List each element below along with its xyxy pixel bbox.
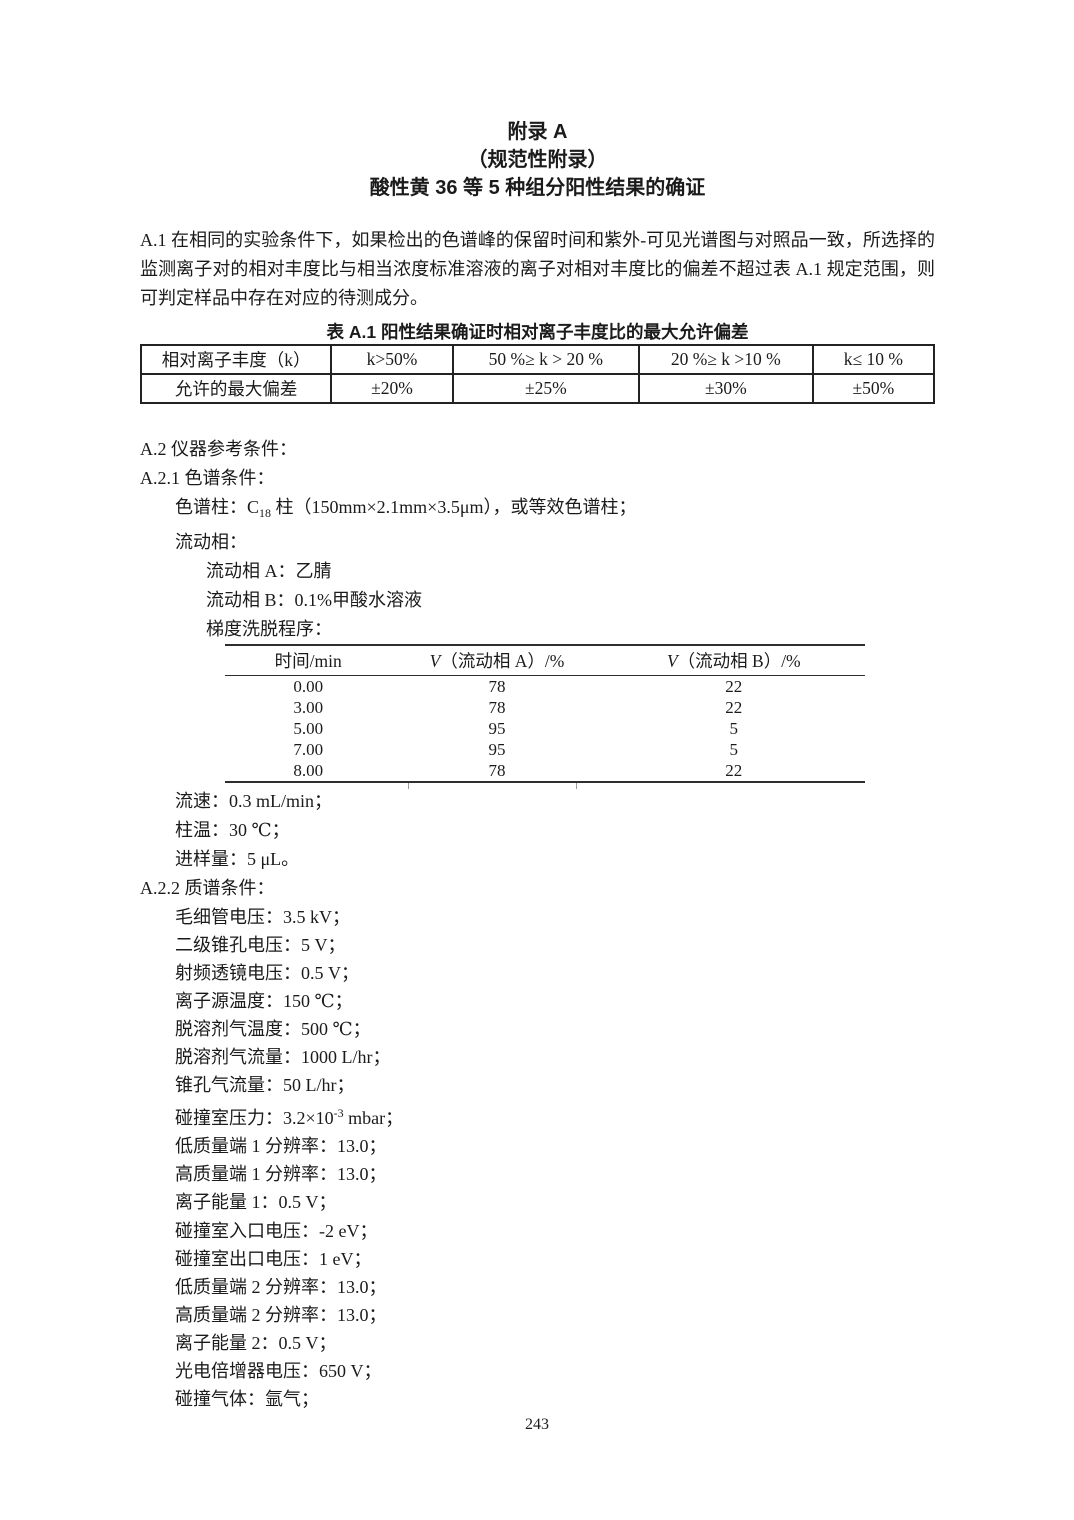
appendix-heading-block: 附录 A （规范性附录） 酸性黄 36 等 5 种组分阳性结果的确证 xyxy=(140,118,935,202)
gradient-cell: 5.00 xyxy=(293,718,324,738)
collision-cell-pressure-line: 碰撞室压力：3.2×10-3 mbar； xyxy=(175,1106,404,1129)
photomultiplier-voltage-line: 光电倍增器电压：650 V； xyxy=(175,1361,382,1381)
hm2-resolution-line: 高质量端 2 分辨率：13.0； xyxy=(175,1304,387,1325)
mobile-phase-a-line: 流动相 A：乙腈 xyxy=(206,561,332,581)
table-a1-cell: k>50% xyxy=(330,344,454,375)
table-a1-caption: 表 A.1 阳性结果确证时相对离子丰度比的最大允许偏差 xyxy=(326,322,749,342)
gradient-cell: 78 xyxy=(488,760,506,780)
clause-a1-paragraph: A.1 在相同的实验条件下，如果检出的色谱峰的保留时间和紫外-可见光谱图与对照品… xyxy=(140,230,935,308)
gradient-cell: 95 xyxy=(488,739,506,759)
ion-source-temp-line: 离子源温度：150 ℃； xyxy=(175,990,353,1011)
exponent-superscript: -3 xyxy=(333,1106,344,1121)
appendix-label: 附录 A xyxy=(507,121,568,143)
gradient-cell: 0.00 xyxy=(293,676,324,696)
gradient-table: 时间/min V（流动相 A）/% V（流动相 B）/% 0.00 78 22 … xyxy=(225,644,865,783)
table-a1: 相对离子丰度（k） k>50% 50 %≥ k > 20 % 20 %≥ k >… xyxy=(139,344,936,404)
section-a22-heading: A.2.2 质谱条件： xyxy=(140,877,275,898)
section-a2-heading: A.2 仪器参考条件： xyxy=(140,439,297,459)
gradient-cell: 22 xyxy=(725,697,743,717)
rf-lens-voltage-line: 射频透镜电压：0.5 V； xyxy=(175,962,359,983)
table-a1-cell: 50 %≥ k > 20 % xyxy=(451,344,640,375)
gradient-table-wrap: 时间/min V（流动相 A）/% V（流动相 B）/% 0.00 78 22 … xyxy=(225,644,865,789)
gradient-cell: 78 xyxy=(488,676,506,696)
gradient-program-label: 梯度洗脱程序： xyxy=(206,619,332,639)
gradient-row: 0.00 78 22 xyxy=(225,675,865,697)
page-number: 243 xyxy=(525,1416,549,1433)
gradient-row: 5.00 95 5 xyxy=(225,718,865,739)
table-tick-mark xyxy=(576,782,577,789)
section-a21-heading: A.2.1 色谱条件： xyxy=(140,468,275,488)
ion-energy-2-line: 离子能量 2：0.5 V； xyxy=(175,1332,337,1353)
cone-voltage-line: 二级锥孔电压：5 V； xyxy=(175,934,346,955)
gradient-cell: 7.00 xyxy=(293,739,324,759)
column-temp-line: 柱温：30 ℃； xyxy=(175,819,290,840)
table-a1-cell: k≤ 10 % xyxy=(811,344,936,375)
gradient-header-row: 时间/min V（流动相 A）/% V（流动相 B）/% xyxy=(225,645,865,676)
gradient-cell: 22 xyxy=(725,676,743,696)
gradient-cell: 5 xyxy=(729,739,739,759)
gradient-header-cell: V（流动相 A）/% xyxy=(391,645,603,676)
table-a1-cell: ±20% xyxy=(330,373,454,404)
table-tick-mark xyxy=(408,782,409,789)
table-a1-value-row: 允许的最大偏差 ±20% ±25% ±30% ±50% xyxy=(139,373,936,404)
section-a2: A.2 仪器参考条件： A.2.1 色谱条件： 色谱柱：C18 柱（150mm×… xyxy=(140,435,935,644)
gradient-header-cell: V（流动相 B）/% xyxy=(602,645,865,676)
collision-cell-exit-line: 碰撞室出口电压：1 eV； xyxy=(175,1248,372,1269)
capillary-voltage-line: 毛细管电压：3.5 kV； xyxy=(175,906,350,927)
column-spec-line: 色谱柱：C18 柱（150mm×2.1mm×3.5μm），或等效色谱柱； xyxy=(175,497,637,520)
appendix-title: 酸性黄 36 等 5 种组分阳性结果的确证 xyxy=(369,177,706,199)
table-a1-header-row: 相对离子丰度（k） k>50% 50 %≥ k > 20 % 20 %≥ k >… xyxy=(139,344,936,375)
gradient-cell: 22 xyxy=(725,760,743,780)
desolvation-temp-line: 脱溶剂气温度：500 ℃； xyxy=(175,1018,371,1039)
gradient-header-cell: 时间/min xyxy=(225,645,392,676)
mobile-phase-b-line: 流动相 B：0.1%甲酸水溶液 xyxy=(206,590,422,610)
ion-energy-1-line: 离子能量 1：0.5 V； xyxy=(175,1192,337,1213)
gradient-cell: 95 xyxy=(488,718,506,738)
lm2-resolution-line: 低质量端 2 分辨率：13.0； xyxy=(175,1276,387,1297)
gradient-row: 3.00 78 22 xyxy=(225,697,865,718)
gradient-cell: 3.00 xyxy=(293,697,324,717)
gradient-cell: 78 xyxy=(488,697,506,717)
chromatography-tail: 流速：0.3 mL/min； 柱温：30 ℃； 进样量：5 μL。 A.2.2 … xyxy=(140,787,935,903)
collision-cell-entrance-line: 碰撞室入口电压：-2 eV； xyxy=(175,1220,378,1241)
c18-subscript: 18 xyxy=(259,506,272,520)
table-a1-cell: 相对离子丰度（k） xyxy=(139,344,333,375)
italic-v: V xyxy=(666,650,678,671)
gradient-cell: 5 xyxy=(729,718,739,738)
gradient-cell: 8.00 xyxy=(293,760,324,780)
hm1-resolution-line: 高质量端 1 分辨率：13.0； xyxy=(175,1164,387,1185)
table-a1-cell: 20 %≥ k >10 % xyxy=(637,344,814,375)
table-a1-cell: ±50% xyxy=(811,373,936,404)
gradient-row: 7.00 95 5 xyxy=(225,739,865,760)
desolvation-gas-flow-line: 脱溶剂气流量：1000 L/hr； xyxy=(175,1046,391,1067)
collision-gas-line: 碰撞气体：氩气； xyxy=(175,1389,319,1410)
table-a1-cell: ±30% xyxy=(637,373,814,404)
lm1-resolution-line: 低质量端 1 分辨率：13.0； xyxy=(175,1136,387,1157)
mobile-phase-line: 流动相： xyxy=(175,532,247,552)
table-a1-cell: ±25% xyxy=(451,373,640,404)
flow-rate-line: 流速：0.3 mL/min； xyxy=(175,790,332,811)
gradient-row: 8.00 78 22 xyxy=(225,760,865,782)
injection-volume-line: 进样量：5 μL。 xyxy=(175,848,300,869)
appendix-type: （规范性附录） xyxy=(467,149,608,171)
table-a1-cell: 允许的最大偏差 xyxy=(139,373,333,404)
ms-conditions-list: 毛细管电压：3.5 kV； 二级锥孔电压：5 V； 射频透镜电压：0.5 V； … xyxy=(140,903,935,1414)
italic-v: V xyxy=(429,650,441,671)
cone-gas-flow-line: 锥孔气流量：50 L/hr； xyxy=(175,1075,355,1096)
